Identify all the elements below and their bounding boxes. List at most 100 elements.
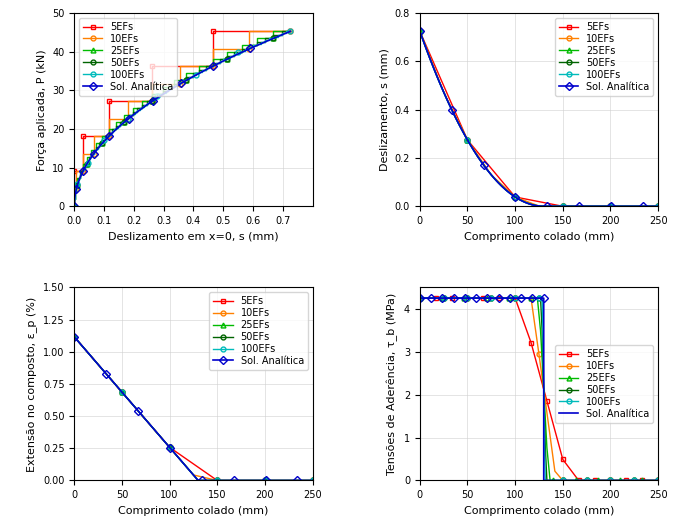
25EFs	[251, 477, 259, 484]
5EFs	[209, 63, 217, 70]
10EFs	[285, 477, 293, 484]
100EFs	[525, 201, 533, 207]
10EFs	[237, 477, 245, 484]
25EFs	[165, 444, 173, 450]
10EFs	[70, 203, 78, 210]
Line: 100EFs: 100EFs	[417, 296, 661, 483]
10EFs	[448, 295, 456, 301]
5EFs	[70, 334, 78, 340]
10EFs	[654, 203, 662, 210]
Line: Sol. Analítica: Sol. Analítica	[416, 28, 662, 210]
10EFs	[464, 295, 472, 301]
100EFs	[579, 477, 587, 484]
5EFs	[622, 477, 630, 484]
Sol. Analítica	[71, 335, 79, 341]
25EFs	[128, 400, 136, 406]
5EFs	[606, 477, 614, 484]
10EFs	[124, 98, 132, 105]
10EFs	[148, 81, 156, 87]
10EFs	[551, 468, 559, 474]
25EFs	[606, 203, 614, 210]
100EFs	[654, 203, 662, 210]
10EFs	[148, 98, 156, 105]
10EFs	[511, 194, 519, 200]
25EFs	[502, 186, 510, 193]
10EFs	[614, 477, 622, 484]
5EFs	[511, 194, 519, 200]
100EFs	[433, 72, 441, 78]
5EFs	[70, 168, 78, 174]
Line: 50EFs: 50EFs	[417, 296, 661, 483]
25EFs	[454, 119, 462, 126]
50EFs	[592, 203, 600, 210]
25EFs	[242, 477, 250, 484]
50EFs	[286, 28, 294, 34]
25EFs	[492, 177, 500, 184]
25EFs	[182, 77, 190, 83]
25EFs	[549, 203, 558, 210]
5EFs	[479, 295, 487, 301]
Sol. Analítica	[70, 203, 78, 209]
50EFs	[532, 295, 540, 301]
25EFs	[271, 477, 279, 484]
10EFs	[190, 472, 198, 478]
25EFs	[118, 389, 126, 395]
10EFs	[105, 116, 113, 122]
25EFs	[616, 203, 624, 210]
Sol. Analítica	[632, 203, 641, 210]
10EFs	[535, 203, 543, 209]
100EFs	[541, 477, 549, 484]
5EFs	[105, 98, 113, 105]
10EFs	[439, 295, 448, 301]
10EFs	[464, 137, 472, 143]
10EFs	[535, 351, 543, 357]
100EFs	[597, 203, 605, 210]
Sol. Analítica	[540, 295, 548, 301]
5EFs	[148, 63, 156, 70]
10EFs	[79, 150, 87, 157]
Sol. Analítica	[151, 96, 159, 102]
25EFs	[299, 477, 307, 484]
10EFs	[308, 477, 317, 484]
10EFs	[630, 477, 639, 484]
100EFs	[286, 28, 294, 34]
10EFs	[286, 28, 294, 34]
25EFs	[635, 203, 643, 210]
Sol. Analítica	[416, 28, 424, 34]
10EFs	[543, 410, 551, 416]
Line: 5EFs: 5EFs	[417, 296, 661, 483]
10EFs	[124, 116, 132, 122]
Line: 10EFs: 10EFs	[72, 29, 293, 209]
Line: 25EFs: 25EFs	[72, 334, 315, 483]
25EFs	[559, 203, 567, 210]
25EFs	[159, 84, 167, 90]
5EFs	[638, 477, 646, 484]
5EFs	[79, 168, 87, 174]
5EFs	[464, 295, 472, 301]
100EFs	[416, 28, 424, 34]
10EFs	[654, 477, 662, 484]
Line: 50EFs: 50EFs	[72, 29, 293, 209]
Sol. Analítica	[416, 30, 425, 36]
Sol. Analítica	[70, 203, 78, 210]
10EFs	[90, 150, 98, 157]
Line: Sol. Analítica: Sol. Analítica	[420, 298, 658, 480]
25EFs	[546, 477, 554, 484]
Line: 5EFs: 5EFs	[417, 29, 661, 209]
25EFs	[70, 334, 78, 340]
10EFs	[105, 133, 113, 139]
5EFs	[559, 456, 567, 463]
5EFs	[527, 340, 535, 346]
25EFs	[92, 147, 101, 154]
100EFs	[637, 477, 645, 484]
50EFs	[584, 477, 592, 484]
10EFs	[606, 477, 614, 484]
100EFs	[251, 477, 259, 484]
Sol. Analítica	[272, 477, 280, 484]
Line: 25EFs: 25EFs	[417, 296, 661, 483]
5EFs	[286, 28, 294, 34]
Line: 10EFs: 10EFs	[417, 296, 661, 483]
10EFs	[503, 295, 511, 301]
25EFs	[438, 295, 446, 301]
10EFs	[559, 477, 567, 484]
